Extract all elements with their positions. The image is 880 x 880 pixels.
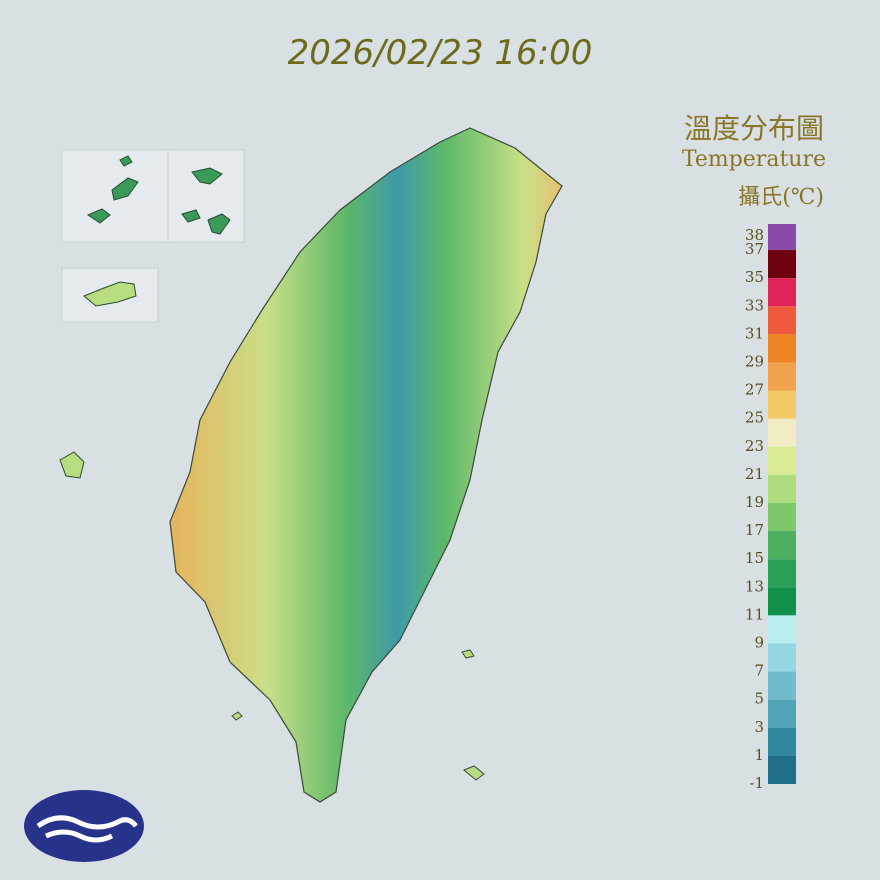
legend-unit: 攝氏(℃) — [738, 185, 824, 210]
scale-band — [768, 531, 796, 560]
scale-tick-label: 7 — [754, 662, 764, 680]
scale-band — [768, 306, 796, 335]
scale-band — [768, 727, 796, 756]
scale-tick-label: -1 — [749, 774, 764, 792]
scale-band — [768, 390, 796, 419]
scale-band — [768, 446, 796, 475]
scale-tick-label: 9 — [754, 633, 764, 651]
scale-band — [768, 559, 796, 588]
legend-title: 溫度分布圖 — [684, 112, 824, 145]
scale-band — [768, 334, 796, 363]
scale-band — [768, 615, 796, 644]
scale-band — [768, 502, 796, 532]
scale-band — [768, 418, 796, 447]
taiwan-land — [169, 127, 563, 803]
scale-band — [768, 236, 796, 251]
scale-band — [768, 643, 796, 672]
scale-tick-label: 5 — [754, 690, 764, 708]
scale-tick-label: 27 — [745, 381, 764, 399]
scale-tick-label: 3 — [754, 718, 764, 736]
scale-band — [768, 250, 796, 279]
scale-band — [768, 362, 796, 391]
small-islands — [231, 649, 485, 781]
scale-band — [768, 755, 796, 784]
scale-cap — [768, 224, 796, 236]
scale-band — [768, 671, 796, 700]
scale-band — [768, 474, 796, 503]
scale-band — [768, 699, 796, 728]
scale-band — [768, 587, 796, 616]
scale-tick-label: 13 — [745, 577, 764, 595]
scale-tick-label: 38 — [745, 226, 764, 244]
scale-tick-label: 37 — [745, 240, 764, 258]
scale-band — [768, 278, 796, 307]
scale-tick-label: 25 — [745, 409, 764, 427]
scale-tick-label: 15 — [745, 549, 764, 567]
scale-tick-label: 1 — [754, 746, 764, 764]
scale-tick-label: 17 — [745, 521, 764, 539]
timestamp: 2026/02/23 16:00 — [288, 33, 593, 73]
scale-tick-label: 11 — [745, 605, 764, 623]
scale-tick-label: 21 — [745, 465, 764, 483]
scale-tick-label: 19 — [745, 493, 764, 511]
logo-mark — [36, 815, 138, 843]
scale-tick-label: 29 — [745, 352, 764, 370]
legend-subtitle: Temperature — [682, 147, 826, 172]
offshore-islands — [59, 155, 231, 479]
scale-tick-label: 35 — [745, 268, 764, 286]
scale-tick-label: 31 — [745, 324, 764, 342]
scale-tick-label: 33 — [745, 296, 764, 314]
scale-tick-label: 23 — [745, 437, 764, 455]
